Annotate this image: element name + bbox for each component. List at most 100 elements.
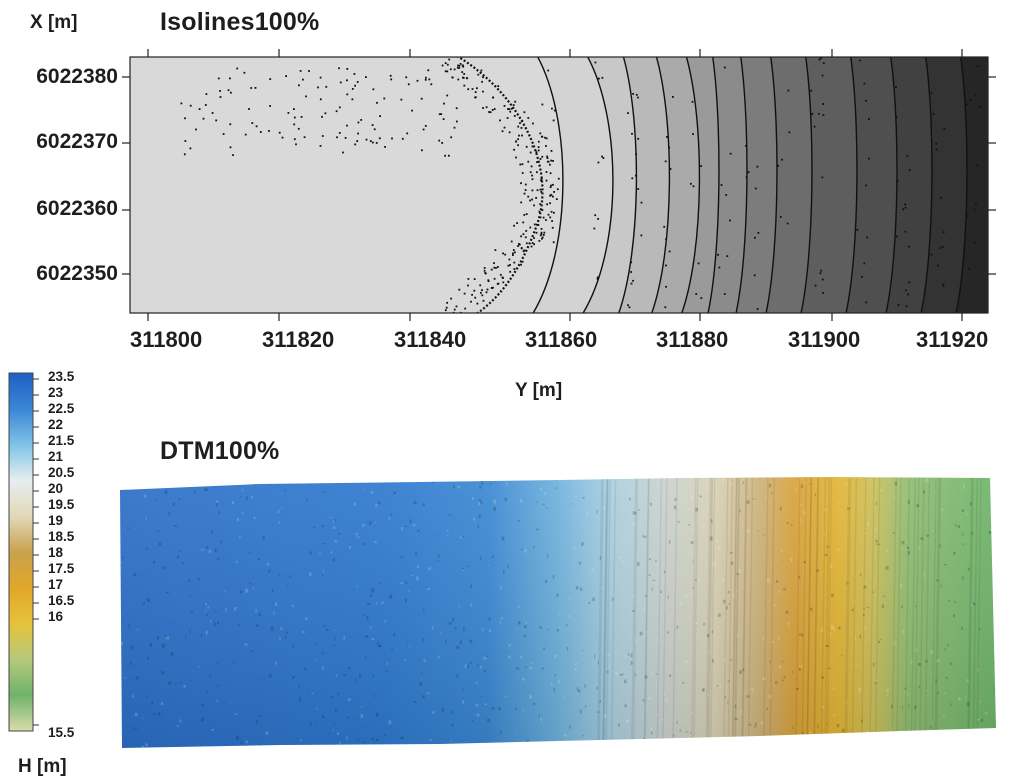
- speckle: [462, 64, 464, 67]
- dtm-speck: [268, 569, 271, 573]
- speckle: [501, 130, 504, 133]
- dtm-speck: [642, 534, 644, 538]
- dtm-speck: [776, 580, 779, 583]
- colorbar-unit-label: H [m]: [18, 756, 67, 777]
- dtm-speck: [668, 667, 670, 672]
- speckle: [553, 191, 555, 193]
- dtm-speck: [795, 488, 797, 493]
- speckle: [729, 152, 732, 155]
- dtm-speck: [790, 557, 793, 562]
- speckle: [449, 68, 452, 71]
- dtm-speck: [361, 706, 363, 708]
- dtm-speck: [798, 575, 801, 579]
- speckle: [411, 109, 413, 112]
- dtm-speck: [360, 714, 364, 719]
- dtm-speck: [332, 729, 334, 731]
- speckle: [757, 232, 760, 234]
- speckle: [338, 106, 341, 109]
- dtm-speck: [151, 701, 154, 705]
- dtm-speck: [417, 529, 420, 532]
- speckle: [483, 267, 486, 269]
- dtm-speck: [190, 610, 194, 613]
- dtm-speck: [352, 747, 356, 748]
- dtm-streak: [795, 477, 801, 746]
- speckle: [520, 263, 522, 266]
- dtm-speck: [822, 705, 824, 709]
- dtm-speck: [513, 743, 516, 748]
- dtm-speck: [594, 654, 596, 659]
- dtm-streak: [801, 477, 807, 746]
- speckle: [401, 137, 404, 140]
- dtm-speck: [948, 736, 952, 741]
- dtm-speck: [467, 664, 469, 669]
- speckle: [293, 138, 296, 141]
- colorbar-gradient: [8, 372, 34, 732]
- speckle: [457, 64, 459, 67]
- x-tick-label: 311880: [656, 327, 729, 352]
- colorbar-tick-label: 17: [48, 577, 64, 592]
- dtm-speck: [379, 644, 381, 648]
- dtm-speck: [785, 610, 789, 614]
- isoline: [680, 57, 701, 313]
- dtm-speck: [333, 644, 336, 646]
- dtm-speck: [741, 713, 744, 715]
- dtm-speck: [556, 593, 559, 597]
- dtm-speck: [335, 674, 338, 677]
- speckle: [492, 96, 494, 99]
- dtm-speck: [624, 679, 627, 684]
- dtm-speck: [830, 625, 834, 629]
- dtm-speck: [379, 582, 381, 585]
- speckle: [549, 186, 552, 189]
- dtm-speck: [405, 581, 408, 585]
- dtm-speck: [656, 630, 658, 632]
- speckle: [485, 106, 488, 109]
- dtm-speck: [454, 627, 457, 630]
- dtm-streak: [662, 477, 668, 746]
- speckle: [524, 189, 527, 191]
- dtm-streak: [598, 477, 604, 746]
- dtm-speck: [859, 634, 861, 639]
- speckle: [533, 243, 535, 246]
- dtm-speck: [284, 489, 286, 492]
- speckle: [820, 57, 822, 60]
- speckle: [481, 80, 483, 83]
- dtm-speck: [771, 641, 775, 644]
- dtm-speck: [143, 747, 146, 748]
- speckle: [487, 280, 490, 282]
- dtm-speck: [459, 536, 462, 539]
- speckle: [513, 115, 516, 117]
- dtm-speck: [962, 576, 964, 580]
- dtm-speck: [918, 685, 920, 688]
- speckle: [369, 140, 372, 142]
- dtm-speck: [666, 631, 669, 634]
- dtm-speck: [359, 674, 362, 678]
- dtm-speck: [729, 659, 733, 661]
- dtm-speck: [241, 512, 245, 514]
- dtm-speck: [302, 631, 305, 633]
- dtm-speck: [875, 527, 878, 530]
- dtm-speck: [270, 626, 274, 631]
- dtm-speck: [816, 569, 819, 572]
- dtm-speck: [690, 732, 692, 734]
- dtm-speck: [696, 521, 699, 523]
- speckle: [549, 163, 551, 166]
- speckle: [788, 131, 791, 134]
- dtm-speck: [745, 495, 748, 498]
- dtm-speck: [201, 718, 204, 722]
- dtm-speck: [923, 479, 926, 484]
- dtm-speck: [603, 506, 605, 510]
- dtm-speck: [483, 656, 487, 660]
- speckle: [462, 76, 464, 79]
- dtm-speck: [651, 587, 653, 592]
- speckle: [966, 215, 969, 217]
- dtm-streak: [967, 477, 973, 746]
- dtm-speck: [663, 570, 666, 574]
- dtm-speck: [578, 561, 581, 565]
- speckle: [666, 136, 668, 138]
- dtm-speck: [298, 685, 300, 689]
- dtm-speck: [660, 718, 663, 722]
- speckle: [319, 98, 322, 101]
- dtm-speck: [153, 713, 156, 716]
- dtm-speck: [236, 614, 238, 618]
- dtm-speck: [619, 556, 622, 559]
